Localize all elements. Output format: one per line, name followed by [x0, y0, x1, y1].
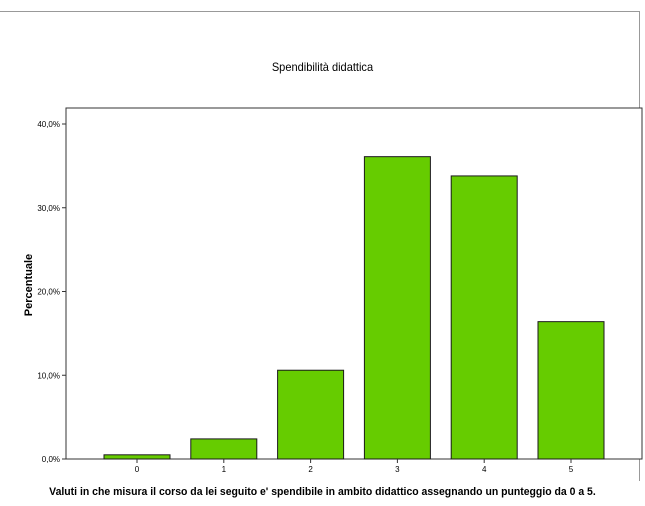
x-tick-label: 3 — [395, 465, 400, 474]
x-axis-label: Valuti in che misura il corso da lei seg… — [49, 486, 596, 498]
bar-2 — [277, 369, 345, 460]
y-tick-label: 10,0% — [37, 371, 60, 380]
y-tick-label: 30,0% — [37, 204, 60, 213]
bar-3 — [363, 156, 431, 460]
y-axis: 0,0% 10,0% 20,0% 30,0% 40,0% — [37, 120, 66, 464]
x-tick-label: 0 — [135, 465, 140, 474]
y-axis-label: Percentuale — [23, 253, 35, 317]
bar-4 — [450, 175, 518, 460]
y-tick-label: 20,0% — [37, 288, 60, 297]
bar-0 — [103, 454, 171, 460]
x-tick-label: 4 — [482, 465, 487, 474]
y-tick-label: 0,0% — [42, 455, 60, 464]
x-tick-label: 2 — [308, 465, 313, 474]
x-tick-label: 5 — [569, 465, 574, 474]
chart-title: Spendibilità didattica — [271, 60, 374, 74]
bars — [103, 156, 605, 460]
x-tick-label: 1 — [222, 465, 227, 474]
bar-5 — [537, 321, 605, 460]
y-tick-label: 40,0% — [37, 120, 60, 129]
x-axis: 0 1 2 3 4 5 — [135, 459, 574, 474]
bar-1 — [190, 438, 258, 460]
frame-border-top — [0, 11, 640, 12]
